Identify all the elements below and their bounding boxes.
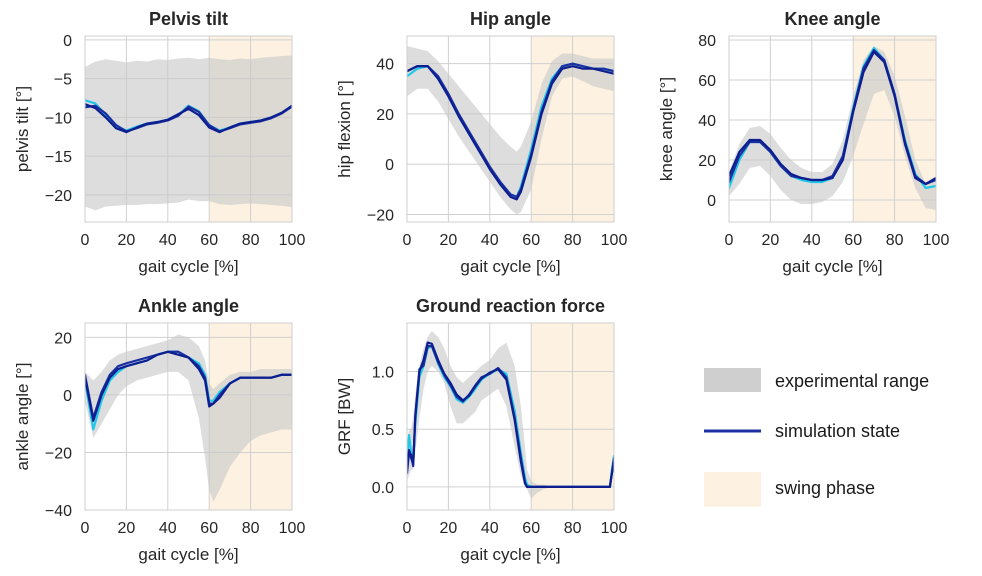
y-tick-label: 40 — [376, 57, 394, 74]
legend-label-experimental: experimental range — [775, 371, 929, 391]
x-axis-label: gait cycle [%] — [460, 257, 560, 276]
panel-3: 0 20 40 60 80 100 80 60 40 20 0 Knee angle gait cycl… — [657, 9, 949, 276]
legend-label-swing: swing phase — [775, 478, 875, 498]
x-tick-label: 80 — [564, 232, 582, 249]
plot-frame — [406, 35, 615, 223]
legend: experimental range simulation state swing … — [704, 368, 929, 507]
legend-swatch-swing — [704, 472, 761, 507]
x-tick-label: 0 — [81, 232, 90, 249]
experimental-range-band — [407, 46, 614, 215]
simulation-line — [85, 103, 292, 134]
y-tick-label: −20 — [45, 188, 72, 205]
x-tick-label: 100 — [601, 520, 628, 537]
panel-title: Pelvis tilt — [149, 9, 228, 29]
panel-4: 0 20 40 60 80 100 20 0 −20 −40 Ankle angle gait cyc… — [13, 296, 305, 564]
y-tick-label: 20 — [54, 330, 72, 347]
y-axis-label: ankle angle [°] — [13, 363, 32, 471]
x-tick-label: 80 — [564, 520, 582, 537]
panel-title: Hip angle — [470, 9, 551, 29]
experimental-range-band — [85, 55, 292, 211]
panel-title: Ground reaction force — [416, 296, 605, 316]
legend-swatch-experimental — [704, 368, 761, 392]
x-tick-label: 100 — [923, 232, 950, 249]
y-tick-label: 40 — [698, 113, 716, 130]
y-tick-label: 1.0 — [372, 364, 394, 381]
x-tick-label: 20 — [118, 232, 136, 249]
panel-5: 0 20 40 60 80 100 1.0 0.5 0.0 Ground reaction for… — [335, 296, 627, 564]
y-tick-label: 0 — [63, 388, 72, 405]
x-tick-label: 0 — [403, 520, 412, 537]
simulation-line — [85, 350, 292, 422]
x-tick-label: 40 — [159, 520, 177, 537]
x-tick-label: 80 — [242, 232, 260, 249]
y-axis-label: pelvis tilt [°] — [13, 86, 32, 172]
x-tick-label: 60 — [844, 232, 862, 249]
panel-2: 0 20 40 60 80 100 40 20 0 −20 Hip angle gait cycle … — [335, 9, 627, 276]
experimental-range-band — [407, 331, 614, 499]
simulation-line — [407, 62, 614, 198]
x-tick-label: 60 — [200, 520, 218, 537]
y-tick-label: −20 — [367, 207, 394, 224]
y-tick-label: −15 — [45, 149, 72, 166]
x-tick-label: 100 — [279, 520, 306, 537]
y-tick-label: 0.0 — [372, 480, 394, 497]
x-axis-label: gait cycle [%] — [138, 257, 238, 276]
x-tick-label: 20 — [440, 232, 458, 249]
x-axis-label: gait cycle [%] — [782, 257, 882, 276]
x-tick-label: 60 — [522, 232, 540, 249]
y-axis-label: GRF [BW] — [335, 378, 354, 455]
panel-1: 0 20 40 60 80 100 0 −5 −10 −15 −20 Pelvis tilt gait … — [13, 9, 305, 276]
x-tick-label: 40 — [481, 520, 499, 537]
x-tick-label: 20 — [118, 520, 136, 537]
x-tick-label: 40 — [159, 232, 177, 249]
panel-title: Ankle angle — [138, 296, 239, 316]
y-tick-label: −5 — [54, 72, 72, 89]
x-tick-label: 40 — [803, 232, 821, 249]
plot-frame — [728, 35, 937, 223]
y-axis-label: knee angle [°] — [657, 77, 676, 181]
y-tick-label: −40 — [45, 503, 72, 520]
y-tick-label: 0 — [63, 33, 72, 50]
y-tick-label: 20 — [376, 107, 394, 124]
x-tick-label: 20 — [762, 232, 780, 249]
x-tick-label: 60 — [200, 232, 218, 249]
simulation-line — [407, 341, 614, 489]
x-axis-label: gait cycle [%] — [138, 545, 238, 564]
x-tick-label: 80 — [886, 232, 904, 249]
plot-frame — [84, 322, 293, 511]
panel-title: Knee angle — [784, 9, 880, 29]
experimental-range-band — [729, 46, 936, 210]
legend-label-simulation: simulation state — [775, 421, 900, 441]
y-tick-label: 80 — [698, 33, 716, 50]
y-tick-label: −10 — [45, 110, 72, 127]
y-tick-label: 0 — [385, 157, 394, 174]
y-tick-label: −20 — [45, 445, 72, 462]
simulation-line — [407, 65, 614, 201]
plot-frame — [84, 35, 293, 223]
experimental-range-band — [85, 334, 292, 502]
x-tick-label: 100 — [601, 232, 628, 249]
x-tick-label: 0 — [81, 520, 90, 537]
y-axis-label: hip flexion [°] — [335, 80, 354, 178]
x-tick-label: 0 — [725, 232, 734, 249]
x-tick-label: 40 — [481, 232, 499, 249]
y-tick-label: 20 — [698, 153, 716, 170]
x-tick-label: 100 — [279, 232, 306, 249]
y-tick-label: 60 — [698, 73, 716, 90]
x-tick-label: 0 — [403, 232, 412, 249]
plot-frame — [406, 322, 615, 511]
x-tick-label: 80 — [242, 520, 260, 537]
y-tick-label: 0.5 — [372, 422, 394, 439]
y-tick-label: 0 — [707, 193, 716, 210]
x-axis-label: gait cycle [%] — [460, 545, 560, 564]
x-tick-label: 60 — [522, 520, 540, 537]
x-tick-label: 20 — [440, 520, 458, 537]
simulation-line — [729, 50, 936, 186]
